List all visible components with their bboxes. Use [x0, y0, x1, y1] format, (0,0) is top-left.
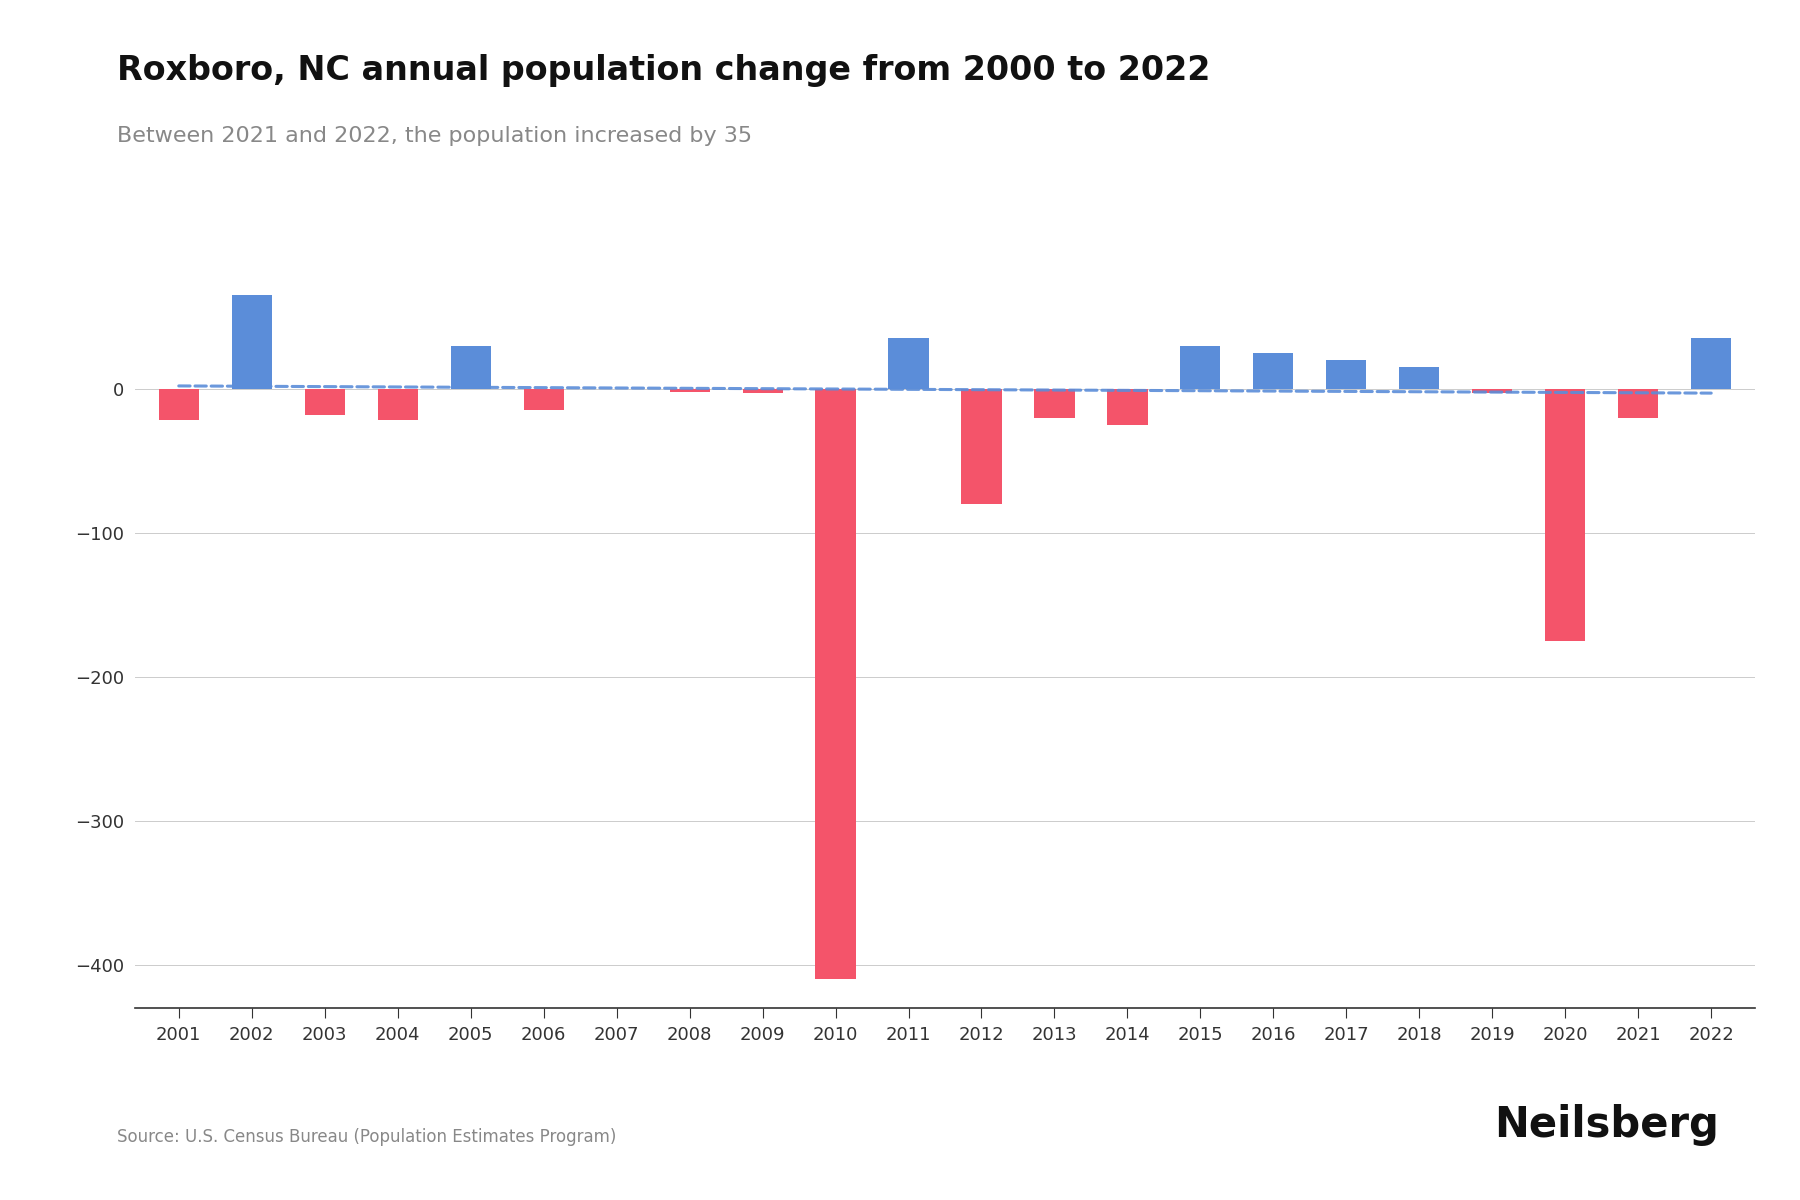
Bar: [815, 389, 855, 979]
Bar: [961, 389, 1001, 504]
Bar: [1472, 389, 1512, 394]
Bar: [670, 389, 709, 391]
Bar: [232, 295, 272, 389]
Bar: [450, 346, 491, 389]
Bar: [1544, 389, 1586, 641]
Bar: [1399, 367, 1440, 389]
Bar: [742, 389, 783, 394]
Bar: [889, 338, 929, 389]
Bar: [1692, 338, 1732, 389]
Bar: [304, 389, 346, 415]
Bar: [378, 389, 418, 420]
Bar: [1035, 389, 1075, 418]
Bar: [1327, 360, 1366, 389]
Bar: [1618, 389, 1658, 418]
Bar: [1107, 389, 1148, 425]
Text: Neilsberg: Neilsberg: [1494, 1104, 1719, 1146]
Bar: [158, 389, 198, 420]
Text: Source: U.S. Census Bureau (Population Estimates Program): Source: U.S. Census Bureau (Population E…: [117, 1128, 616, 1146]
Bar: [1181, 346, 1220, 389]
Bar: [1253, 353, 1294, 389]
Text: Between 2021 and 2022, the population increased by 35: Between 2021 and 2022, the population in…: [117, 126, 752, 146]
Text: Roxboro, NC annual population change from 2000 to 2022: Roxboro, NC annual population change fro…: [117, 54, 1210, 86]
Bar: [524, 389, 563, 410]
